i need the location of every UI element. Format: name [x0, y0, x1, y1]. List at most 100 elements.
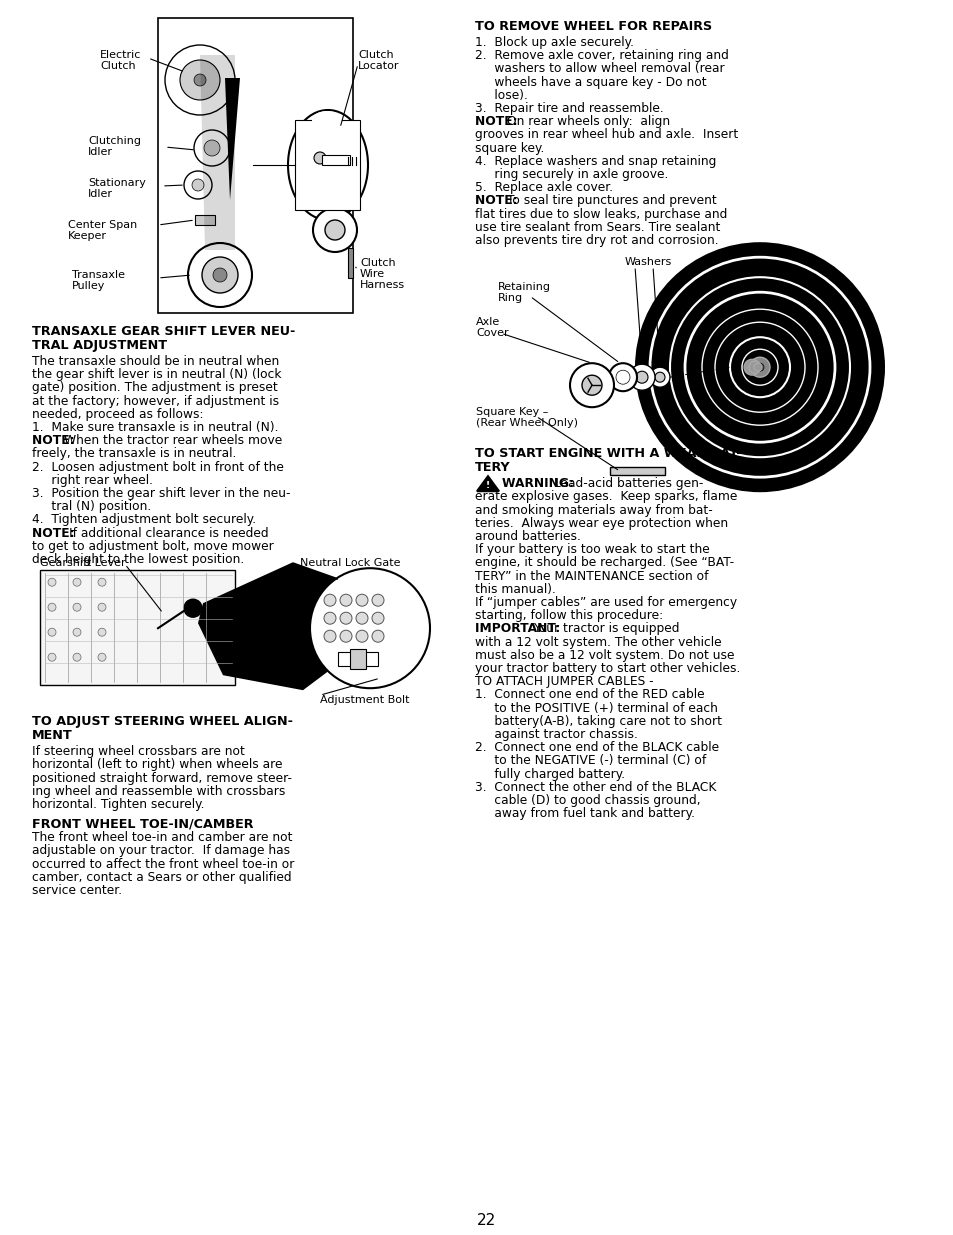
Circle shape: [339, 630, 352, 642]
Text: with a 12 volt system. The other vehicle: with a 12 volt system. The other vehicle: [475, 636, 720, 648]
Text: use tire sealant from Sears. Tire sealant: use tire sealant from Sears. Tire sealan…: [475, 221, 720, 233]
Circle shape: [741, 350, 778, 385]
Circle shape: [184, 599, 202, 618]
Text: occurred to affect the front wheel toe-in or: occurred to affect the front wheel toe-i…: [32, 857, 294, 871]
Text: horizontal (left to right) when wheels are: horizontal (left to right) when wheels a…: [32, 758, 282, 772]
Text: Cover: Cover: [476, 329, 508, 338]
Text: Center Span: Center Span: [68, 220, 137, 230]
Circle shape: [608, 363, 637, 391]
Text: TO ATTACH JUMPER CABLES -: TO ATTACH JUMPER CABLES -: [475, 676, 653, 688]
Polygon shape: [200, 56, 234, 249]
Text: 1.  Block up axle securely.: 1. Block up axle securely.: [475, 36, 634, 49]
Text: 4.  Replace washers and snap retaining: 4. Replace washers and snap retaining: [475, 154, 716, 168]
Text: Clutch: Clutch: [359, 258, 395, 268]
Circle shape: [48, 653, 56, 661]
Circle shape: [324, 613, 335, 624]
Circle shape: [184, 170, 212, 199]
Bar: [609, 467, 664, 475]
Text: 1.  Connect one end of the RED cable: 1. Connect one end of the RED cable: [475, 688, 704, 701]
Circle shape: [193, 74, 206, 86]
Text: Axle: Axle: [476, 317, 499, 327]
Circle shape: [310, 568, 430, 688]
Text: around batteries.: around batteries.: [475, 530, 580, 543]
Text: Clutch: Clutch: [100, 61, 135, 70]
Text: 4.  Tighten adjustment bolt securely.: 4. Tighten adjustment bolt securely.: [32, 514, 255, 526]
Text: 22: 22: [476, 1213, 496, 1228]
Text: right rear wheel.: right rear wheel.: [32, 474, 152, 487]
Circle shape: [355, 594, 368, 606]
Bar: [194, 215, 214, 225]
Text: When the tractor rear wheels move: When the tractor rear wheels move: [64, 435, 282, 447]
Circle shape: [48, 603, 56, 611]
Text: also prevents tire dry rot and corrosion.: also prevents tire dry rot and corrosion…: [475, 233, 718, 247]
Text: Square Key –: Square Key –: [476, 408, 548, 417]
Text: (Rear Wheel Only): (Rear Wheel Only): [476, 419, 578, 429]
Circle shape: [749, 357, 769, 377]
Circle shape: [655, 372, 664, 382]
Circle shape: [98, 578, 106, 587]
Text: to the POSITIVE (+) terminal of each: to the POSITIVE (+) terminal of each: [475, 701, 717, 715]
Text: Locator: Locator: [357, 61, 399, 70]
Text: Ring: Ring: [497, 293, 522, 304]
Text: Wire: Wire: [359, 269, 385, 279]
Text: Idler: Idler: [88, 147, 112, 157]
Circle shape: [204, 140, 220, 156]
Circle shape: [636, 372, 647, 383]
Text: Washers: Washers: [624, 257, 672, 267]
Text: If steering wheel crossbars are not: If steering wheel crossbars are not: [32, 745, 245, 758]
Circle shape: [73, 603, 81, 611]
Circle shape: [339, 613, 352, 624]
Circle shape: [635, 242, 884, 493]
Text: IMPORTANT:: IMPORTANT:: [475, 622, 564, 635]
Bar: [350, 650, 366, 669]
Text: TO ADJUST STEERING WHEEL ALIGN-: TO ADJUST STEERING WHEEL ALIGN-: [32, 715, 293, 729]
Text: Adjustment Bolt: Adjustment Bolt: [319, 695, 409, 705]
Text: away from fuel tank and battery.: away from fuel tank and battery.: [475, 808, 695, 820]
Text: NOTE:: NOTE:: [32, 526, 83, 540]
Circle shape: [355, 630, 368, 642]
Text: and smoking materials away from bat-: and smoking materials away from bat-: [475, 504, 712, 516]
Text: TRAL ADJUSTMENT: TRAL ADJUSTMENT: [32, 338, 167, 352]
Circle shape: [372, 594, 384, 606]
Circle shape: [616, 370, 629, 384]
Text: WARNING:: WARNING:: [501, 477, 578, 490]
Text: TO REMOVE WHEEL FOR REPAIRS: TO REMOVE WHEEL FOR REPAIRS: [475, 20, 711, 33]
Text: fully charged battery.: fully charged battery.: [475, 768, 624, 781]
Circle shape: [192, 179, 204, 191]
Text: If your battery is too weak to start the: If your battery is too weak to start the: [475, 543, 709, 556]
Bar: [294, 120, 359, 210]
Text: 3.  Repair tire and reassemble.: 3. Repair tire and reassemble.: [475, 103, 663, 115]
Circle shape: [714, 322, 804, 412]
Text: 2.  Loosen adjustment bolt in front of the: 2. Loosen adjustment bolt in front of th…: [32, 461, 284, 473]
Text: ing wheel and reassemble with crossbars: ing wheel and reassemble with crossbars: [32, 784, 285, 798]
Text: lose).: lose).: [475, 89, 527, 101]
Text: cable (D) to good chassis ground,: cable (D) to good chassis ground,: [475, 794, 700, 806]
Text: square key.: square key.: [475, 142, 544, 154]
Text: 2.  Connect one end of the BLACK cable: 2. Connect one end of the BLACK cable: [475, 741, 719, 755]
Text: Idler: Idler: [88, 189, 112, 199]
Circle shape: [649, 367, 669, 388]
Text: Clutch: Clutch: [357, 49, 394, 61]
Ellipse shape: [288, 110, 368, 220]
Circle shape: [669, 277, 849, 457]
Circle shape: [372, 613, 384, 624]
Circle shape: [48, 578, 56, 587]
Text: If additional clearance is needed: If additional clearance is needed: [69, 526, 269, 540]
Text: erate explosive gases.  Keep sparks, flame: erate explosive gases. Keep sparks, flam…: [475, 490, 737, 504]
Text: starting, follow this procedure:: starting, follow this procedure:: [475, 609, 662, 622]
Text: to get to adjustment bolt, move mower: to get to adjustment bolt, move mower: [32, 540, 274, 553]
Bar: [40, 571, 234, 685]
Text: NOTE:: NOTE:: [32, 435, 79, 447]
Text: Neutral Lock Gate: Neutral Lock Gate: [299, 558, 400, 568]
Circle shape: [743, 359, 760, 375]
Circle shape: [188, 243, 252, 308]
Text: TRANSAXLE GEAR SHIFT LEVER NEU-: TRANSAXLE GEAR SHIFT LEVER NEU-: [32, 325, 295, 338]
Text: If “jumper cables” are used for emergency: If “jumper cables” are used for emergenc…: [475, 597, 737, 609]
Text: this manual).: this manual).: [475, 583, 556, 595]
Circle shape: [180, 61, 220, 100]
Text: To seal tire punctures and prevent: To seal tire punctures and prevent: [506, 194, 716, 207]
Text: battery(A-B), taking care not to short: battery(A-B), taking care not to short: [475, 715, 721, 727]
Text: Keeper: Keeper: [68, 231, 107, 241]
Bar: [322, 156, 350, 165]
Text: must also be a 12 volt system. Do not use: must also be a 12 volt system. Do not us…: [475, 648, 734, 662]
